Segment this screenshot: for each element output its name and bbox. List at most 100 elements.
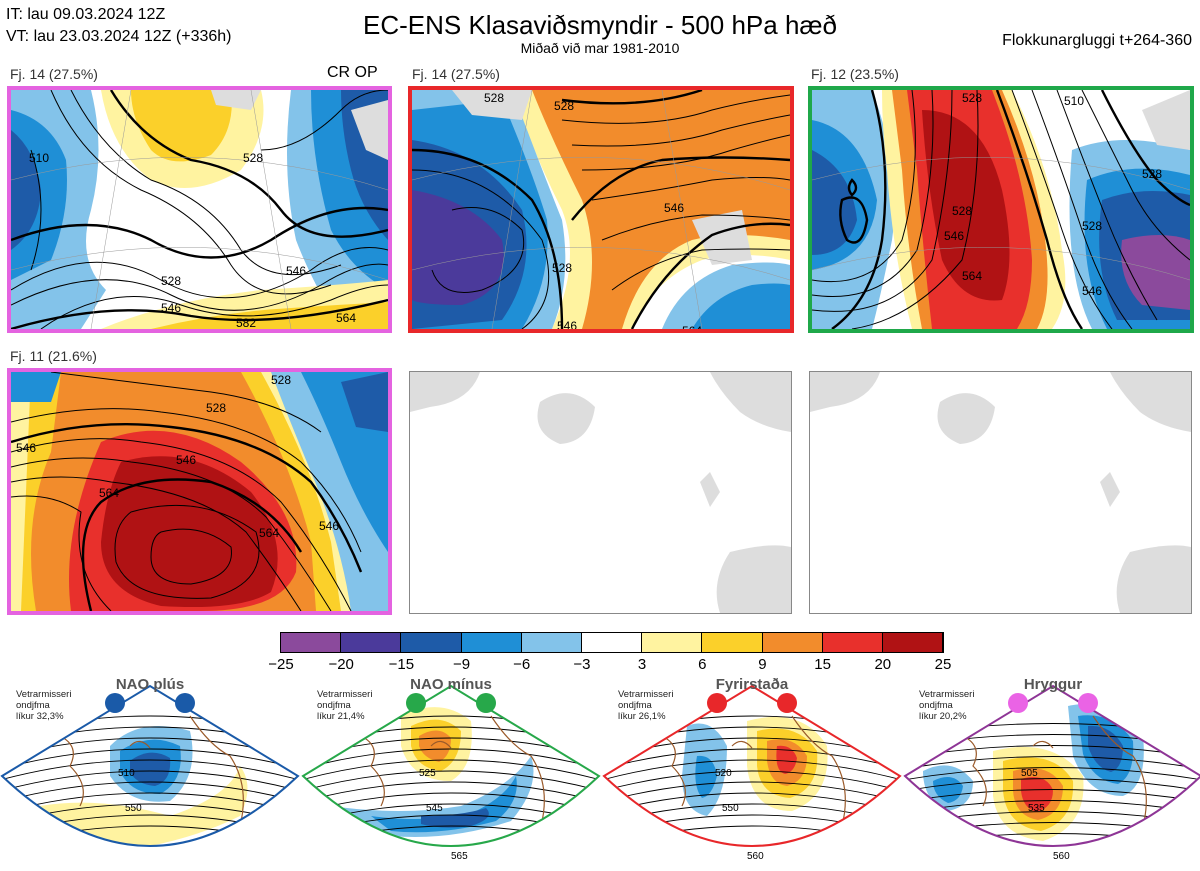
regime-contour-label: 550 xyxy=(722,803,739,814)
contour-label: 528 xyxy=(554,99,574,113)
colorbar-swatch xyxy=(461,633,522,652)
panel-2-label: Fj. 14 (27.5%) xyxy=(412,66,500,82)
regime-panel[interactable]: 505 535 560 Hryggur Vetrarmisseri ondjfma líku… xyxy=(903,676,1200,871)
height-contour xyxy=(2,781,298,803)
regime-meta-line: Vetrarmisseri xyxy=(618,689,674,700)
regime-meta-line: ondjfma xyxy=(618,700,652,711)
empty-map-6[interactable] xyxy=(809,371,1192,614)
header-center: EC-ENS Klasaviðsmyndir - 500 hPa hæð Mið… xyxy=(300,10,900,56)
regime-meta: Vetrarmisseri ondjfma líkur 26,1% xyxy=(618,689,673,722)
regime-contour-label: 510 xyxy=(118,768,135,779)
regime-meta: Vetrarmisseri ondjfma líkur 20,2% xyxy=(919,689,974,722)
contour-label: 546 xyxy=(161,301,181,315)
height-contour xyxy=(2,759,298,781)
cluster-map-1[interactable]: 528 546 528 546 564 582 510 xyxy=(7,86,392,333)
regime-contour-label: 520 xyxy=(715,768,732,779)
contour-label: 546 xyxy=(1082,284,1102,298)
regime-title: NAO mínus xyxy=(410,676,492,693)
height-contour xyxy=(2,792,298,814)
regime-contour-label: 560 xyxy=(747,851,764,862)
regime-contour-label: 505 xyxy=(1021,768,1038,779)
anomaly-area xyxy=(40,766,248,846)
contour-label: 546 xyxy=(944,229,964,243)
colorbar-tick-label: −9 xyxy=(452,656,471,673)
contour-label: 564 xyxy=(336,311,356,325)
anomaly-area xyxy=(1021,777,1053,812)
regime-panel[interactable]: 520 550 560 Fyrirstaða Vetrarmisseri ondjfma l… xyxy=(602,676,902,871)
height-contour xyxy=(604,748,900,770)
regime-contour-label: 545 xyxy=(426,803,443,814)
regime-frame xyxy=(301,684,601,847)
colorbar-swatch xyxy=(762,633,823,652)
regime-meta-line: líkur 32,3% xyxy=(16,711,64,722)
height-contour xyxy=(604,803,900,825)
colorbar-swatch xyxy=(401,633,462,652)
regime-title: NAO plús xyxy=(115,676,185,693)
panel-3-label: Fj. 12 (23.5%) xyxy=(811,66,899,82)
valid-time: VT: lau 23.03.2024 12Z (+336h) xyxy=(6,28,232,45)
regime-dot xyxy=(406,693,426,713)
contour-label: 546 xyxy=(319,519,339,533)
height-contour xyxy=(604,759,900,781)
regime-contour-label: 560 xyxy=(1053,851,1070,862)
contour-label: 546 xyxy=(176,453,196,467)
contour-label: 528 xyxy=(1082,219,1102,233)
colorbar-tick-label: −25 xyxy=(268,656,294,673)
header-times: IT: lau 09.03.2024 12Z VT: lau 23.03.202… xyxy=(6,4,232,48)
colorbar-tick-label: 15 xyxy=(814,656,831,673)
colorbar-swatch xyxy=(702,633,763,652)
regime-row: 510 550 NAO plús Vetrarmisseri ondjfma líkur … xyxy=(0,676,1200,871)
contour-label: 528 xyxy=(1142,167,1162,181)
contour-label: 528 xyxy=(952,204,972,218)
empty-map-5[interactable] xyxy=(409,371,792,614)
height-contour xyxy=(303,792,599,814)
contour-label: 528 xyxy=(271,373,291,387)
colorbar-tick-label: −6 xyxy=(513,656,531,673)
regime-map: 525 545 565 xyxy=(301,684,601,862)
regime-dot xyxy=(1008,693,1028,713)
init-time: IT: lau 09.03.2024 12Z xyxy=(6,6,166,23)
height-contour xyxy=(2,770,298,792)
anomaly-area xyxy=(130,752,171,786)
cluster-map-4[interactable]: 546 528 546 564 564 546 528 xyxy=(7,368,392,615)
height-contour xyxy=(303,759,599,781)
contour-label: 528 xyxy=(962,91,982,105)
anomaly-area xyxy=(1088,725,1123,772)
height-contour xyxy=(905,767,1200,781)
colorbar-swatch xyxy=(281,633,342,652)
regime-meta-line: ondjfma xyxy=(16,700,50,711)
colorbar xyxy=(280,632,944,653)
panel-1-tag: CR OP xyxy=(327,64,378,81)
regime-dot xyxy=(1078,693,1098,713)
height-contour xyxy=(604,781,900,803)
colorbar-tick-label: 9 xyxy=(758,656,767,673)
height-contour xyxy=(604,770,900,792)
contour-label: 528 xyxy=(552,261,572,275)
colorbar-tick-label: 25 xyxy=(934,656,952,673)
regime-map: 505 535 560 xyxy=(903,684,1200,862)
contour-label: 564 xyxy=(962,269,982,283)
colorbar-swatch xyxy=(882,633,944,652)
height-contour xyxy=(905,789,1200,803)
regime-meta: Vetrarmisseri ondjfma líkur 21,4% xyxy=(317,689,372,722)
cluster-map-3[interactable]: 528 528 546 564 528 546 528 510 xyxy=(808,86,1194,333)
regime-dot xyxy=(777,693,797,713)
colorbar-tick-label: −15 xyxy=(388,656,415,673)
regime-meta-line: Vetrarmisseri xyxy=(16,689,72,700)
regime-dot xyxy=(175,693,195,713)
contour-label: 528 xyxy=(161,274,181,288)
height-contour xyxy=(905,756,1200,770)
colorbar-tick-label: 6 xyxy=(698,656,707,673)
height-contour xyxy=(604,825,900,846)
regime-panel[interactable]: 525 545 565 NAO mínus Vetrarmisseri ondjfma lí… xyxy=(301,676,601,871)
colorbar-swatch xyxy=(581,633,643,652)
colorbar-swatch xyxy=(521,633,582,652)
colorbar-swatch xyxy=(642,633,703,652)
cluster-map-2[interactable]: 528 528 546 528 546 564 xyxy=(408,86,794,333)
regime-panel[interactable]: 510 550 NAO plús Vetrarmisseri ondjfma líkur … xyxy=(0,676,300,871)
anomaly-area xyxy=(776,745,797,774)
height-contour xyxy=(2,748,298,770)
height-contour xyxy=(905,778,1200,792)
contour-label: 528 xyxy=(243,151,263,165)
colorbar-tick-label: 20 xyxy=(874,656,892,673)
